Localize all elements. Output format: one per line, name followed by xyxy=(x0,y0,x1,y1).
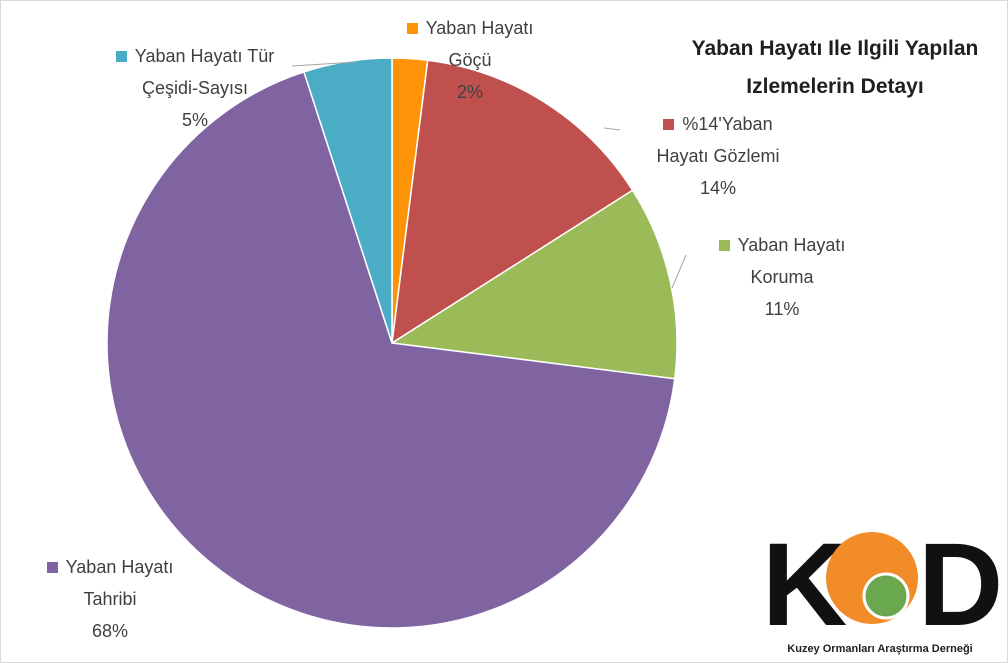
chart-title: Yaban Hayatı Ile Ilgili Yapılan Izlemele… xyxy=(691,37,979,98)
data-label: %14'Yaban Hayatı Gözlemi 14% xyxy=(638,108,798,204)
pie-slice xyxy=(106,71,676,629)
label-name-row: %14'Yaban Hayatı Gözlemi xyxy=(638,108,798,172)
category-label: %14'Yaban Hayatı Gözlemi xyxy=(656,114,780,166)
legend-swatch xyxy=(115,51,127,62)
legend-swatch xyxy=(406,23,418,34)
data-label: Yaban Hayatı Tahribi 68% xyxy=(35,551,185,647)
label-name-row: Yaban Hayatı Koruma xyxy=(707,229,857,293)
logo-letter: D xyxy=(918,519,1003,651)
legend-swatch xyxy=(663,119,675,130)
value-label: 2% xyxy=(456,82,483,102)
pie-slice xyxy=(389,189,678,380)
data-label: Yaban Hayatı Tür Çeşidi-Sayısı 5% xyxy=(100,40,290,136)
value-label: 11% xyxy=(764,299,800,319)
data-label: Yaban Hayatı Göçü 2% xyxy=(395,12,545,108)
value-label: 5% xyxy=(181,110,208,130)
logo-leaf xyxy=(862,572,910,620)
category-label: Yaban Hayatı Tür Çeşidi-Sayısı xyxy=(134,46,275,98)
pie-slice xyxy=(302,57,393,344)
category-label: Yaban Hayatı Koruma xyxy=(737,235,846,287)
logo-name: Kuzey Ormanları Araştırma Derneği xyxy=(787,643,972,655)
legend-swatch xyxy=(718,240,730,251)
legend-swatch xyxy=(46,562,58,573)
pie-slice xyxy=(391,59,634,345)
category-label: Yaban Hayatı Tahribi xyxy=(65,557,174,609)
category-label: Yaban Hayatı Göçü xyxy=(425,18,534,70)
label-name-row: Yaban Hayatı Göçü xyxy=(395,12,545,76)
leader-line xyxy=(291,61,357,67)
label-name-row: Yaban Hayatı Tür Çeşidi-Sayısı xyxy=(100,40,290,104)
logo: K D Kuzey Ormanları Araştırma Derneği xyxy=(762,519,1003,655)
value-label: 68% xyxy=(91,621,129,641)
leader-line xyxy=(603,127,621,131)
label-name-row: Yaban Hayatı Tahribi xyxy=(35,551,185,615)
pie xyxy=(106,57,678,629)
value-label: 14% xyxy=(699,178,737,198)
data-label: Yaban Hayatı Koruma 11% xyxy=(707,229,857,325)
leader-line xyxy=(671,254,687,289)
